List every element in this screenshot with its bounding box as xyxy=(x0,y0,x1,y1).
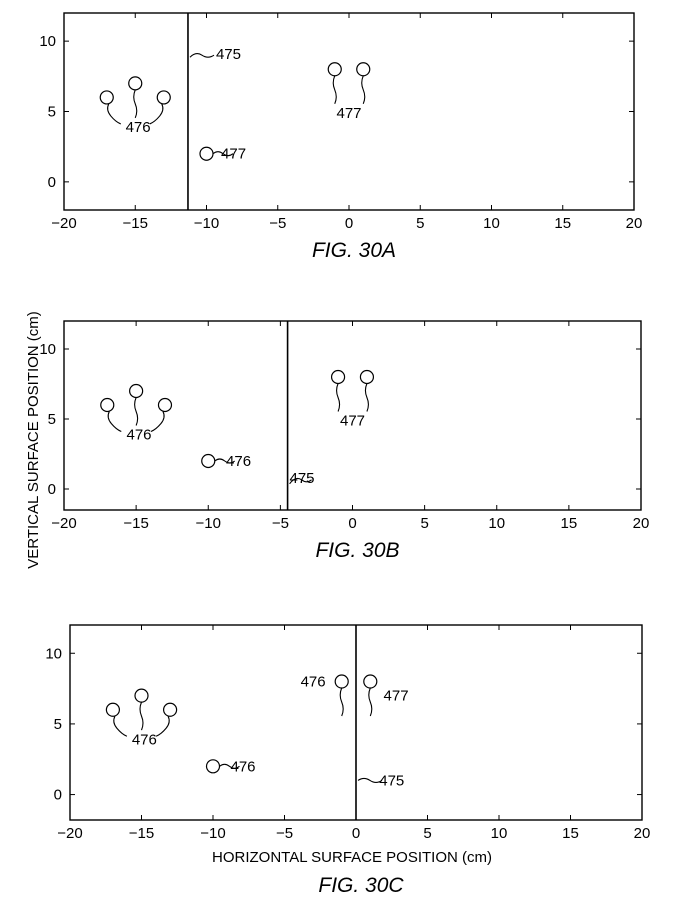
reference-numeral: 476 xyxy=(126,119,151,136)
point-tail xyxy=(150,104,163,124)
data-point xyxy=(135,689,148,702)
y-tick-label: 5 xyxy=(54,716,62,733)
x-tick-label: −20 xyxy=(51,515,76,532)
x-tick-label: −5 xyxy=(272,515,289,532)
reference-numeral: 476 xyxy=(301,674,326,691)
reference-numeral: 477 xyxy=(340,412,365,429)
reference-numeral: 476 xyxy=(226,453,251,470)
reference-numeral: 477 xyxy=(384,688,409,705)
point-tail xyxy=(156,716,169,736)
x-tick-label: 10 xyxy=(488,515,505,532)
data-point xyxy=(158,399,171,412)
y-tick-label: 0 xyxy=(48,174,56,191)
x-tick-label: −20 xyxy=(57,825,82,842)
y-tick-label: 5 xyxy=(48,104,56,121)
point-tail xyxy=(135,398,138,426)
panel-a: −20 −15 −10 −5 0 5 10 15 20 0 5 10 476 477 477 475 FIG. … xyxy=(39,13,642,262)
x-tick-label: 20 xyxy=(626,215,643,232)
data-point xyxy=(129,77,142,90)
x-tick-label: 0 xyxy=(345,215,353,232)
data-point xyxy=(200,147,213,160)
data-point xyxy=(130,385,143,398)
y-tick-label: 5 xyxy=(48,411,56,428)
x-tick-label: 0 xyxy=(348,515,356,532)
data-point xyxy=(328,63,341,76)
x-tick-label: 20 xyxy=(634,825,651,842)
data-point xyxy=(164,703,177,716)
data-point xyxy=(157,91,170,104)
reference-numeral: 477 xyxy=(336,105,361,122)
point-tail xyxy=(340,688,343,716)
point-tail xyxy=(151,412,164,432)
x-tick-label: 10 xyxy=(483,215,500,232)
point-tail xyxy=(369,688,372,716)
panel-b: −20 −15 −10 −5 0 5 10 15 20 0 5 10 476 477 476 475 FIG. … xyxy=(39,321,649,562)
data-point xyxy=(207,760,220,773)
x-tick-label: 5 xyxy=(420,515,428,532)
reference-numeral: 476 xyxy=(126,426,151,443)
x-tick-label: −5 xyxy=(269,215,286,232)
x-tick-label: 5 xyxy=(423,825,431,842)
y-tick-label: 10 xyxy=(45,645,62,662)
figure-caption: FIG. 30B xyxy=(315,539,399,562)
data-point xyxy=(202,455,215,468)
point-tail xyxy=(134,90,137,118)
x-tick-label: −10 xyxy=(194,215,219,232)
x-tick-label: 20 xyxy=(633,515,650,532)
data-point xyxy=(357,63,370,76)
point-tail xyxy=(365,384,368,412)
point-tail xyxy=(140,702,143,730)
x-tick-label: −10 xyxy=(196,515,221,532)
x-tick-label: −20 xyxy=(51,215,76,232)
x-tick-label: −10 xyxy=(200,825,225,842)
y-tick-label: 10 xyxy=(39,33,56,50)
point-tail xyxy=(108,412,121,432)
point-tail xyxy=(114,716,127,736)
y-tick-label: 0 xyxy=(48,481,56,498)
y-tick-label: 0 xyxy=(54,787,62,804)
boundary-label: 475 xyxy=(216,46,241,63)
figure-caption: FIG. 30A xyxy=(312,239,396,262)
y-tick-label: 10 xyxy=(39,341,56,358)
data-point xyxy=(335,675,348,688)
boundary-leader xyxy=(190,54,214,58)
reference-numeral: 475 xyxy=(289,470,314,487)
reference-numeral: 476 xyxy=(132,731,157,748)
x-tick-label: −15 xyxy=(129,825,154,842)
data-point xyxy=(360,371,373,384)
data-point xyxy=(106,703,119,716)
data-point xyxy=(101,399,114,412)
reference-numeral: 475 xyxy=(379,772,404,789)
x-tick-label: −15 xyxy=(123,515,148,532)
reference-numeral: 477 xyxy=(221,146,246,163)
x-tick-label: 0 xyxy=(352,825,360,842)
reference-numeral: 476 xyxy=(231,758,256,775)
data-point xyxy=(100,91,113,104)
x-tick-label: −15 xyxy=(123,215,148,232)
x-axis-title: HORIZONTAL SURFACE POSITION (cm) xyxy=(212,849,492,866)
x-tick-label: 15 xyxy=(562,825,579,842)
data-point xyxy=(332,371,345,384)
point-tail xyxy=(337,384,340,412)
x-tick-label: 15 xyxy=(561,515,578,532)
x-tick-label: 15 xyxy=(554,215,571,232)
point-tail xyxy=(333,76,336,104)
point-tail xyxy=(362,76,365,104)
x-tick-label: 10 xyxy=(491,825,508,842)
figure-caption: FIG. 30C xyxy=(318,874,404,897)
x-tick-label: −5 xyxy=(276,825,293,842)
x-tick-label: 5 xyxy=(416,215,424,232)
point-tail xyxy=(108,104,121,124)
data-point xyxy=(364,675,377,688)
